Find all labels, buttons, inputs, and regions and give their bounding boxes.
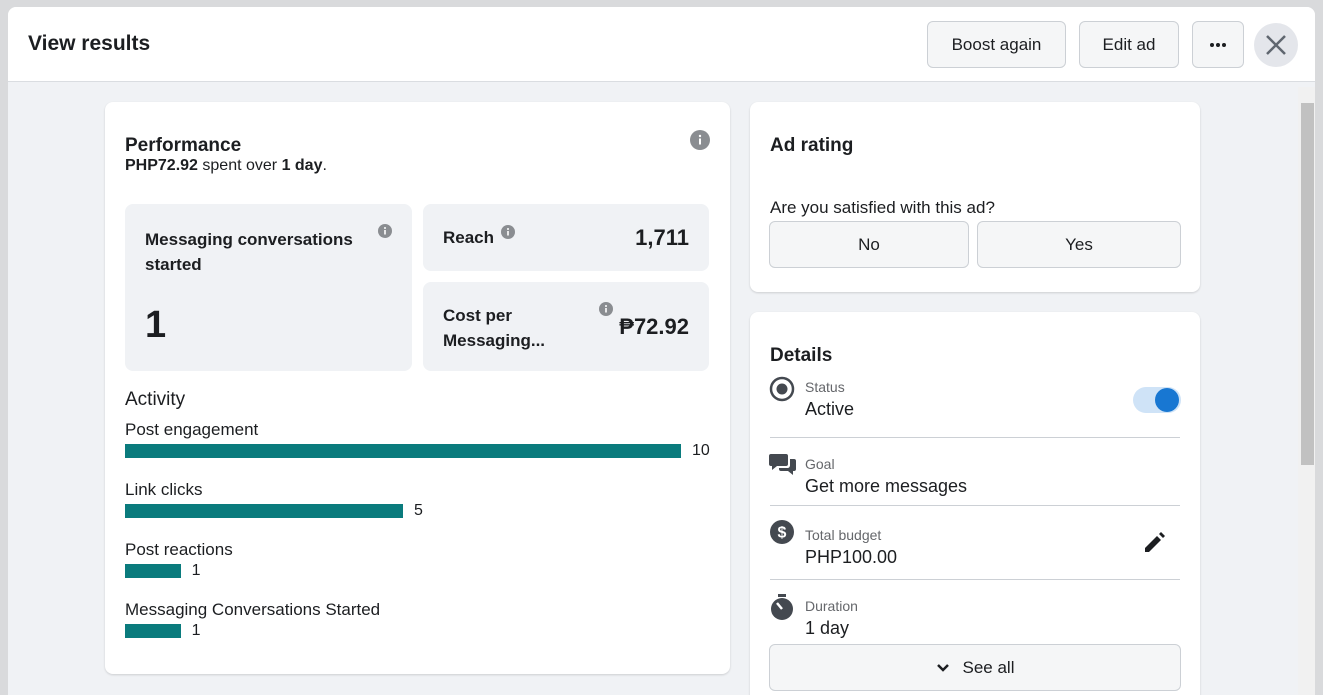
spent-summary: PHP72.92 spent over 1 day. [125,157,327,175]
activity-label: Post reactions [125,540,233,559]
activity-chart: Post engagement 10 Link clicks 5 Post reacti… [125,420,715,660]
more-button[interactable] [1192,21,1244,68]
activity-label: Post engagement [125,420,259,439]
metric-label: Messaging conversations started [145,230,353,274]
details-card: Details Status Active Goal Get more mess… [750,312,1200,695]
info-icon[interactable] [690,130,710,150]
info-icon[interactable] [501,225,515,239]
activity-value: 1 [191,622,201,639]
activity-bar [125,564,181,578]
detail-label: Duration [805,598,858,614]
card-title: Ad rating [770,135,854,156]
activity-value: 5 [414,502,423,519]
detail-label: Status [805,379,845,395]
chevron-icon [936,663,949,672]
amount: PHP72.92 [125,157,198,174]
yes-button[interactable]: Yes [977,221,1181,268]
metric-box: Reach 1,711 [423,204,709,271]
svg-text:$: $ [778,525,787,542]
duration-icon [771,594,793,620]
metric-label: Cost per Messaging... [443,306,546,350]
edit-button[interactable]: Edit ad [1079,21,1179,68]
text: spent over [202,157,278,174]
detail-value: Active [805,399,855,419]
goal-icon [769,454,796,475]
divider [770,579,1180,580]
no-button[interactable]: No [769,221,969,268]
divider [770,437,1180,438]
button-label: See all [962,657,1015,677]
dots-icon [1210,42,1226,47]
title: View results [28,32,151,55]
activity-title: Activity [125,389,186,410]
question: Are you satisfied with this ad? [770,198,995,217]
scroll-thumb[interactable] [1301,103,1314,465]
info-icon[interactable] [599,302,613,316]
metric-value: 1 [145,304,167,346]
activity-label: Messaging Conversations Started [125,600,381,619]
metric-box: Cost per Messaging... ₱72.92 [423,282,709,371]
card-title: Performance [125,135,242,156]
info-icon[interactable] [378,224,392,238]
activity-value: 10 [692,442,710,459]
activity-bar [125,624,181,638]
detail-value: Get more messages [805,476,968,496]
scrollbar[interactable] [1298,87,1315,695]
performance-card: Performance PHP72.92 spent over 1 day. M… [105,102,730,674]
metric-value: ₱72.92 [619,314,689,339]
ad-rating-card: Ad rating Are you satisfied with this ad… [750,102,1200,292]
divider [770,505,1180,506]
header: View results Boost again Edit ad [8,7,1315,82]
edit-budget-icon[interactable] [1142,529,1168,555]
text: . [322,157,327,174]
activity-value: 1 [191,562,201,579]
detail-value: PHP100.00 [805,547,898,567]
metric-value: 1,711 [635,225,689,250]
metric-label: Reach [443,228,495,247]
duration: 1 day [281,157,323,174]
activity-bar [125,504,403,518]
status-toggle[interactable] [1133,386,1181,414]
metric-box: Messaging conversations started 1 [125,204,412,371]
close-button[interactable] [1253,22,1299,68]
budget-icon: $ [770,520,794,544]
status-icon [769,376,795,402]
see-all-button[interactable]: See all [769,644,1181,691]
boost-button[interactable]: Boost again [927,21,1066,68]
modal: View results Boost again Edit ad Perform… [8,7,1315,695]
activity-label: Link clicks [125,480,203,499]
card-title: Details [770,345,833,366]
detail-label: Total budget [805,527,882,543]
detail-value: 1 day [805,618,850,638]
activity-bar [125,444,681,458]
detail-label: Goal [805,456,835,472]
